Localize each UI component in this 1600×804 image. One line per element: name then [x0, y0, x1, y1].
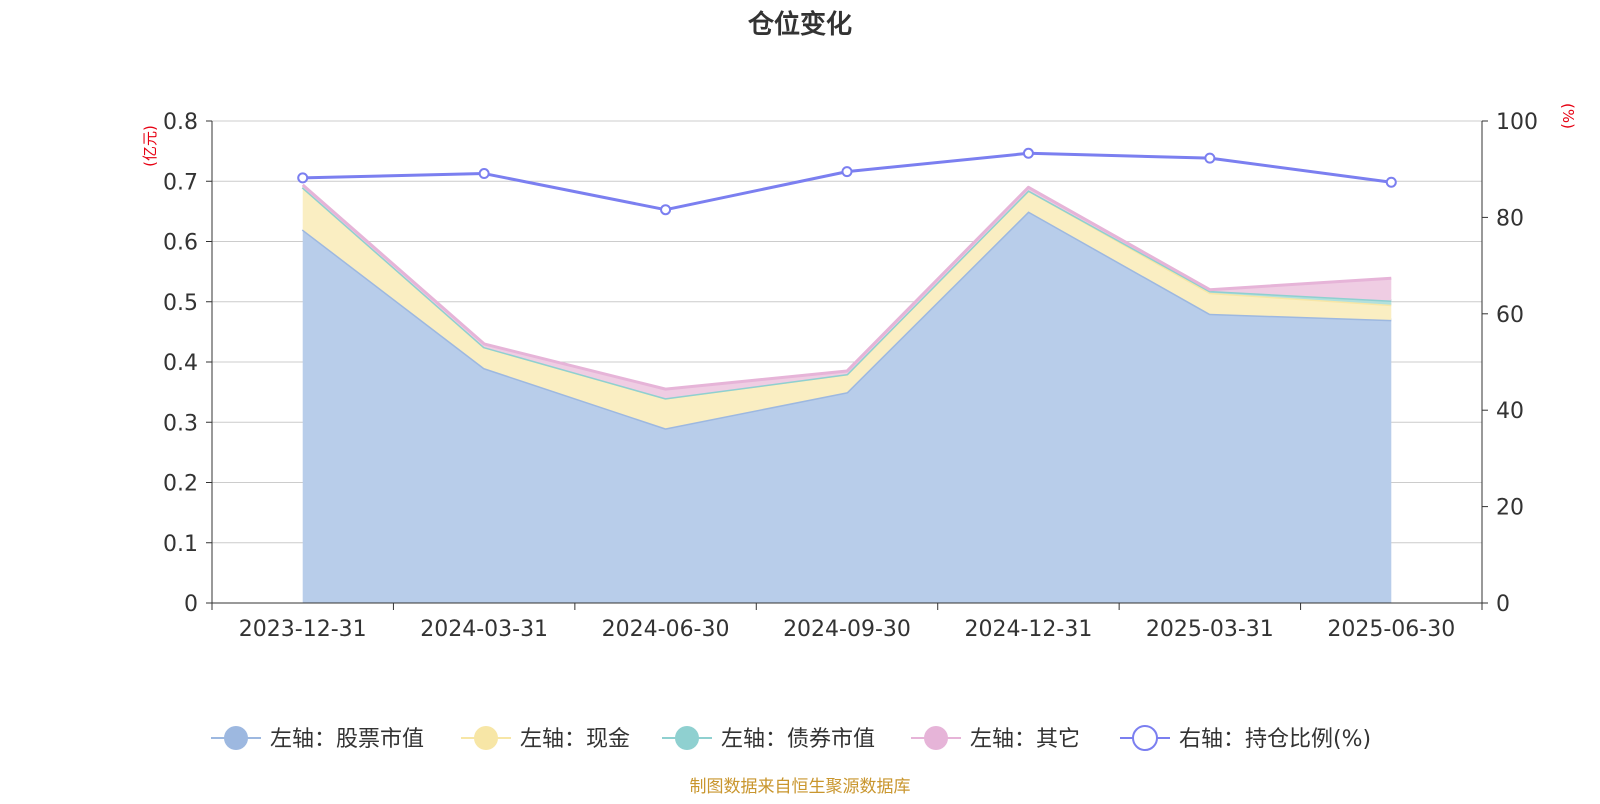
legend-label: 右轴：持仓比例(%) [1179, 727, 1371, 752]
data-source-note: 制图数据来自恒生聚源数据库 [690, 777, 911, 797]
left-tick-label: 0.1 [163, 532, 198, 557]
legend-marker [924, 726, 948, 750]
right-tick-label: 0 [1496, 592, 1510, 617]
legend-label: 左轴：股票市值 [270, 727, 424, 752]
legend-label: 左轴：债券市值 [721, 727, 875, 752]
right-axis-label: (%) [1559, 103, 1577, 129]
x-tick-label: 2023-12-31 [239, 617, 367, 642]
holding-ratio-point [1022, 147, 1034, 159]
legend-label: 左轴：其它 [970, 727, 1080, 752]
left-tick-label: 0 [184, 592, 198, 617]
x-tick-label: 2024-06-30 [602, 617, 730, 642]
holding-ratio-point [841, 166, 853, 178]
holding-ratio-point [660, 204, 672, 216]
axes: 0 0.1 0.2 0.3 0.4 0.5 0.6 0.7 0.8 0 20 40 60 80 100 202… [163, 110, 1538, 642]
right-tick-label: 40 [1496, 399, 1524, 424]
area-series [301, 183, 1392, 603]
holding-ratio-point [297, 172, 309, 184]
area-series [302, 187, 1392, 429]
left-tick-label: 0.4 [163, 351, 198, 376]
left-tick-label: 0.2 [163, 472, 198, 497]
left-tick-label: 0.7 [163, 170, 198, 195]
left-tick-label: 0.5 [163, 291, 198, 316]
left-tick-label: 0.3 [163, 411, 198, 436]
area-series [302, 211, 1392, 603]
x-tick-label: 2024-09-30 [783, 617, 911, 642]
chart-title: 仓位变化 [747, 9, 852, 40]
right-tick-label: 80 [1496, 206, 1524, 231]
left-tick-label: 0.6 [163, 231, 198, 256]
left-axis-label: (亿元) [141, 125, 159, 167]
legend-marker [474, 726, 498, 750]
holding-ratio-point [1204, 152, 1216, 164]
line-series [297, 147, 1397, 216]
x-tick-label: 2025-03-31 [1146, 617, 1274, 642]
x-tick-label: 2024-12-31 [964, 617, 1092, 642]
x-tick-label: 2025-06-30 [1327, 617, 1455, 642]
legend-marker [675, 726, 699, 750]
holding-ratio-point [1385, 176, 1397, 188]
legend: 左轴：股票市值 左轴：现金 左轴：债券市值 左轴：其它 右轴：持仓比例(%) [211, 725, 1371, 752]
legend-label: 左轴：现金 [520, 727, 630, 752]
legend-marker [224, 726, 248, 750]
x-tick-label: 2024-03-31 [420, 617, 548, 642]
right-tick-label: 60 [1496, 303, 1524, 328]
right-tick-label: 100 [1496, 110, 1538, 135]
left-tick-label: 0.8 [163, 110, 198, 135]
legend-marker [1132, 725, 1158, 751]
area-line [301, 183, 1392, 391]
holding-ratio-point [478, 168, 490, 180]
right-tick-label: 20 [1496, 496, 1524, 521]
